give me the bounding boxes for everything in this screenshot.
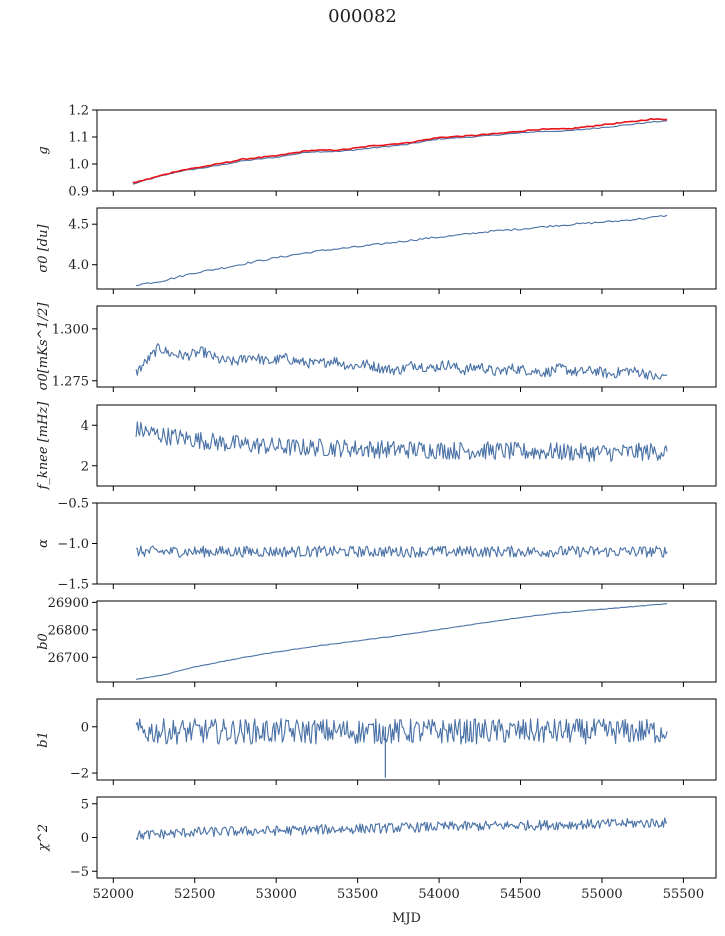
ytick-label-fknee: 4 — [81, 419, 89, 434]
panel-frame-b1 — [96, 698, 717, 781]
ytick-label-fknee: 2 — [81, 459, 89, 474]
series-line-chi2-0 — [135, 817, 668, 841]
xtick-label: 53000 — [256, 887, 297, 902]
panel-frame-sigma0 — [96, 207, 717, 290]
ytick-label-sigma0_mks: 1.300 — [52, 322, 89, 337]
ylabel-b0: b0 — [36, 633, 51, 650]
series-line-b1-0 — [135, 718, 668, 745]
ytick-label-alpha: −1.0 — [57, 537, 89, 552]
panel-frame-fknee — [96, 404, 717, 487]
xtick-label: 54500 — [500, 887, 541, 902]
ytick-label-alpha: −1.5 — [57, 578, 89, 593]
ytick-label-sigma0: 4.0 — [68, 258, 89, 273]
ytick-label-b0: 26900 — [48, 596, 89, 611]
figure-title: 000082 — [328, 6, 397, 27]
ytick-label-b0: 26700 — [48, 651, 89, 666]
panel-frame-g — [96, 109, 717, 192]
panel-frame-sigma0_mks — [96, 305, 717, 388]
ylabel-fknee: f_knee [mHz] — [36, 401, 51, 491]
xtick-label: 52000 — [93, 887, 134, 902]
ytick-label-sigma0_mks: 1.275 — [52, 374, 89, 389]
xtick-label: 52500 — [174, 887, 215, 902]
panel-frame-b0 — [96, 600, 717, 683]
ytick-label-alpha: −0.5 — [57, 497, 89, 512]
ytick-label-g: 1.0 — [68, 158, 89, 173]
ytick-label-g: 1.1 — [68, 131, 89, 146]
ylabel-g: g — [36, 146, 51, 154]
series-line-fknee-0 — [135, 421, 668, 463]
ytick-label-g: 1.2 — [68, 104, 89, 119]
xtick-label: 54000 — [418, 887, 459, 902]
series-line-g-1 — [132, 118, 668, 184]
series-line-b0-0 — [136, 603, 668, 680]
ytick-label-b0: 26800 — [48, 623, 89, 638]
ytick-label-chi2: 0 — [81, 831, 89, 846]
series-line-sigma0-0 — [136, 214, 668, 287]
panel-frame-chi2 — [96, 796, 717, 879]
ytick-label-chi2: −5 — [70, 865, 89, 880]
ytick-label-sigma0: 4.5 — [68, 218, 89, 233]
series-line-alpha-0 — [135, 545, 668, 558]
ylabel-chi2: χ^2 — [36, 824, 51, 852]
series-line-sigma0_mks-0 — [135, 343, 668, 380]
ytick-label-b1: 0 — [81, 720, 89, 735]
ytick-label-chi2: 5 — [81, 797, 89, 812]
xlabel: MJD — [392, 911, 421, 926]
ylabel-b1: b1 — [36, 731, 51, 748]
series-line-g-0 — [132, 120, 668, 185]
ytick-label-b1: −2 — [70, 767, 89, 782]
panel-frame-alpha — [96, 502, 717, 585]
xtick-label: 55000 — [581, 887, 622, 902]
ylabel-sigma0_mks: σ0[mKs^1/2] — [36, 302, 51, 391]
ylabel-alpha: α — [36, 539, 51, 548]
xtick-label: 55500 — [663, 887, 704, 902]
ytick-label-g: 0.9 — [68, 185, 89, 200]
ylabel-sigma0: σ0 [du] — [36, 224, 51, 273]
xtick-label: 53500 — [337, 887, 378, 902]
